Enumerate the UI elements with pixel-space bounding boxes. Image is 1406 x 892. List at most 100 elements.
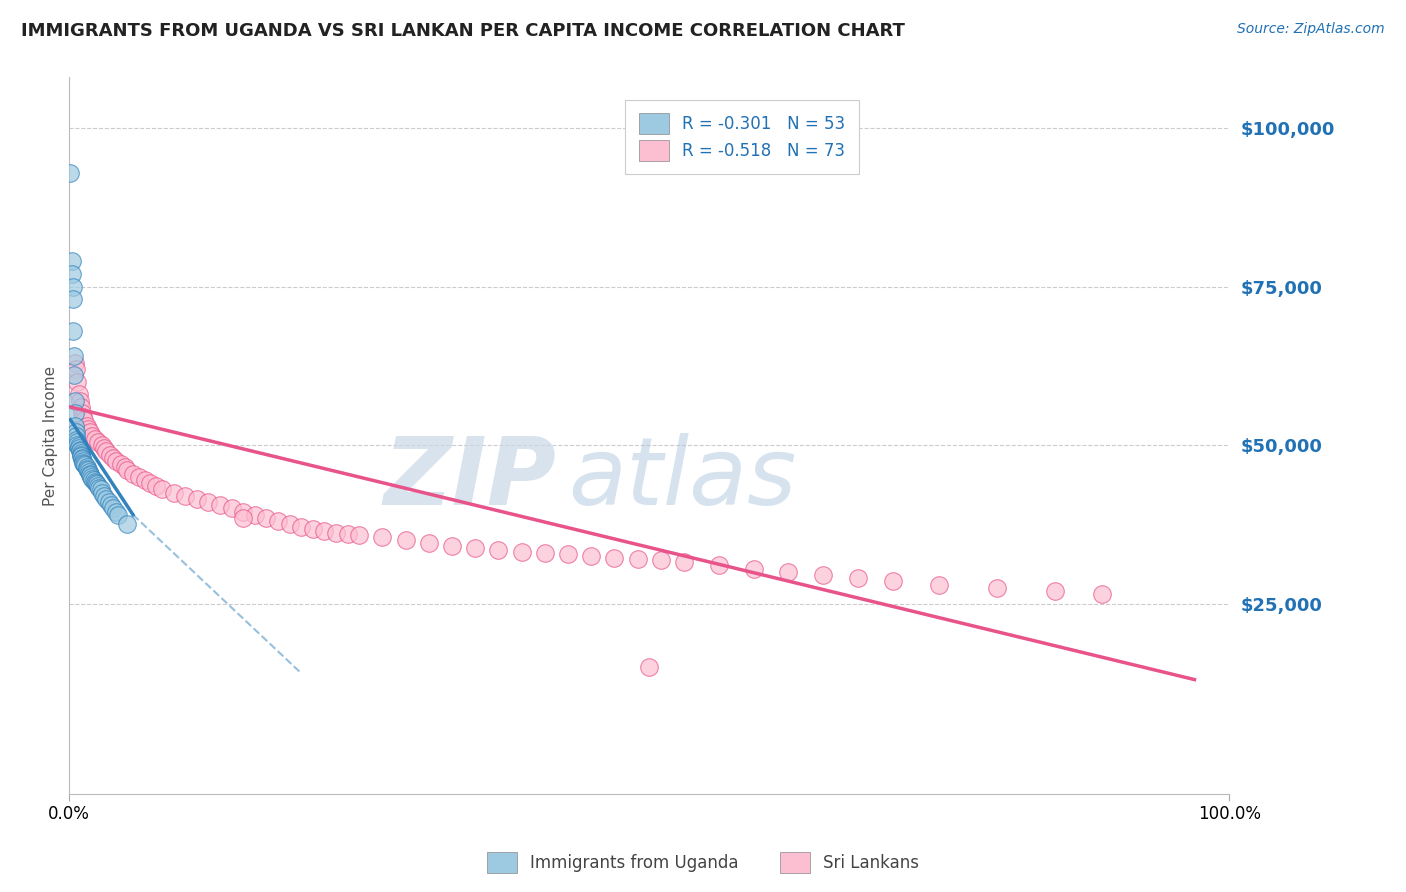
Point	[83, 473, 105, 487]
Point	[70, 406, 93, 420]
Point	[418, 536, 440, 550]
Point	[63, 356, 86, 370]
Point	[69, 448, 91, 462]
Point	[62, 324, 84, 338]
Point	[80, 469, 103, 483]
Point	[488, 542, 510, 557]
Point	[87, 479, 110, 493]
Point	[267, 514, 290, 528]
Point	[70, 452, 93, 467]
Text: IMMIGRANTS FROM UGANDA VS SRI LANKAN PER CAPITA INCOME CORRELATION CHART: IMMIGRANTS FROM UGANDA VS SRI LANKAN PER…	[21, 22, 905, 40]
Point	[557, 547, 579, 561]
Point	[581, 549, 603, 563]
Point	[104, 454, 127, 468]
Point	[83, 475, 105, 489]
Point	[174, 489, 197, 503]
Point	[62, 279, 84, 293]
Legend: Immigrants from Uganda, Sri Lankans: Immigrants from Uganda, Sri Lankans	[479, 846, 927, 880]
Point	[115, 463, 138, 477]
Point	[70, 450, 93, 465]
Point	[77, 465, 100, 479]
Point	[79, 425, 101, 440]
Point	[650, 553, 672, 567]
Point	[65, 433, 87, 447]
Point	[243, 508, 266, 522]
Point	[534, 546, 557, 560]
Point	[114, 460, 136, 475]
Point	[778, 565, 800, 579]
Point	[302, 522, 325, 536]
Point	[707, 558, 730, 573]
Text: ZIP: ZIP	[384, 433, 557, 524]
Point	[208, 498, 231, 512]
Point	[90, 485, 112, 500]
Point	[162, 485, 184, 500]
Point	[103, 450, 125, 465]
Point	[76, 422, 98, 436]
Point	[67, 439, 90, 453]
Point	[186, 491, 208, 506]
Point	[76, 462, 98, 476]
Point	[83, 432, 105, 446]
Point	[104, 505, 127, 519]
Point	[603, 550, 626, 565]
Point	[371, 530, 394, 544]
Point	[96, 444, 118, 458]
Point	[79, 467, 101, 481]
Text: Source: ZipAtlas.com: Source: ZipAtlas.com	[1237, 22, 1385, 37]
Text: atlas: atlas	[568, 433, 796, 524]
Point	[232, 505, 254, 519]
Point	[89, 481, 111, 495]
Point	[986, 581, 1008, 595]
Point	[145, 479, 167, 493]
Point	[221, 501, 243, 516]
Point	[1045, 583, 1067, 598]
Point	[278, 517, 301, 532]
Point	[79, 468, 101, 483]
Point	[90, 438, 112, 452]
Point	[638, 660, 661, 674]
Point	[464, 541, 486, 555]
Point	[69, 400, 91, 414]
Y-axis label: Per Capita Income: Per Capita Income	[44, 366, 58, 506]
Point	[76, 419, 98, 434]
Point	[59, 165, 82, 179]
Point	[813, 568, 835, 582]
Point	[134, 473, 156, 487]
Point	[73, 413, 96, 427]
Point	[69, 446, 91, 460]
Point	[96, 491, 118, 506]
Point	[69, 450, 91, 464]
Point	[76, 463, 98, 477]
Point	[314, 524, 336, 538]
Point	[290, 520, 312, 534]
Point	[115, 517, 138, 532]
Point	[93, 442, 115, 456]
Point	[928, 577, 950, 591]
Point	[673, 555, 696, 569]
Point	[84, 476, 107, 491]
Point	[87, 434, 110, 449]
Point	[65, 425, 87, 440]
Point	[60, 267, 83, 281]
Point	[63, 368, 86, 383]
Point	[67, 387, 90, 401]
Point	[69, 444, 91, 458]
Point	[150, 483, 173, 497]
Point	[139, 476, 162, 491]
Point	[510, 544, 533, 558]
Point	[93, 489, 115, 503]
Point	[336, 526, 359, 541]
Point	[1091, 587, 1114, 601]
Point	[65, 362, 87, 376]
Point	[846, 571, 869, 585]
Point	[72, 456, 94, 470]
Point	[325, 525, 347, 540]
Point	[110, 457, 132, 471]
Point	[73, 457, 96, 471]
Point	[627, 552, 650, 566]
Point	[103, 501, 125, 516]
Legend: R = -0.301   N = 53, R = -0.518   N = 73: R = -0.301 N = 53, R = -0.518 N = 73	[626, 100, 859, 174]
Point	[82, 428, 104, 442]
Point	[98, 448, 121, 462]
